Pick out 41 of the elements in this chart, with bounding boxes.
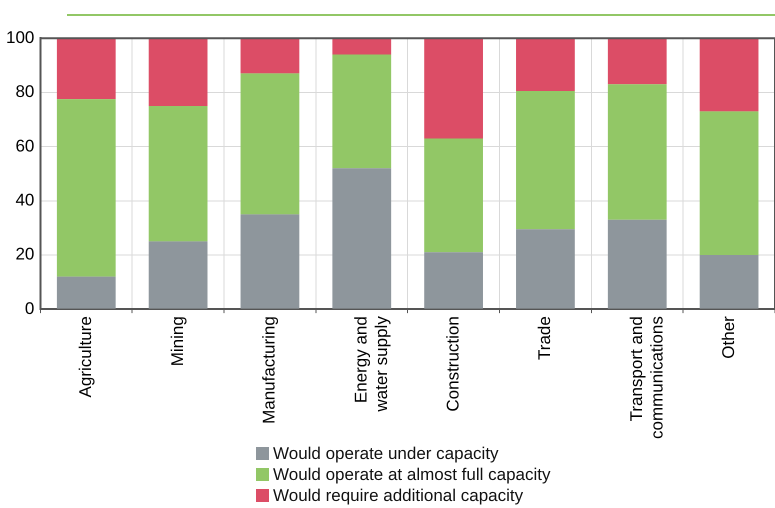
bar (148, 241, 208, 309)
bar (332, 38, 392, 54)
bar (700, 111, 758, 255)
bar (424, 138, 483, 252)
bar (516, 91, 575, 230)
bar (700, 38, 758, 112)
bar (240, 214, 300, 309)
x-tick-label: Agriculture (76, 316, 95, 398)
legend-label: Would operate under capacity (272, 443, 500, 464)
x-tick-label: Energy and water supply (351, 316, 391, 413)
y-tick-label: 40 (15, 190, 34, 210)
bar (240, 73, 300, 214)
bar (56, 276, 116, 309)
bar (56, 99, 116, 277)
x-tick-label: Mining (168, 316, 187, 366)
y-tick-label: 0 (24, 298, 34, 318)
bar (56, 38, 116, 100)
bar (700, 254, 758, 309)
bar (516, 38, 575, 92)
bar (148, 38, 208, 106)
y-tick-label: 80 (15, 82, 34, 102)
y-tick-label: 100 (6, 28, 34, 47)
x-tick-label: Manufacturing (260, 316, 279, 424)
bar (148, 106, 208, 242)
x-tick-label: Construction (443, 316, 462, 412)
bar (608, 220, 667, 309)
bar (424, 252, 483, 309)
bar (240, 38, 300, 74)
bar (424, 38, 483, 138)
x-tick-label: Other (718, 316, 738, 359)
bar (332, 54, 392, 168)
legend-label: Would operate at almost full capacity (272, 464, 550, 485)
x-tick-label: Trade (535, 316, 554, 360)
x-tick-label: Transport and communications (626, 316, 666, 439)
legend-label: Would require additional capacity (272, 485, 524, 506)
y-tick-label: 60 (15, 136, 34, 156)
bar (608, 38, 667, 84)
y-tick-label: 20 (15, 244, 34, 264)
bar (332, 168, 392, 309)
bar (516, 229, 575, 309)
bar (608, 84, 667, 220)
